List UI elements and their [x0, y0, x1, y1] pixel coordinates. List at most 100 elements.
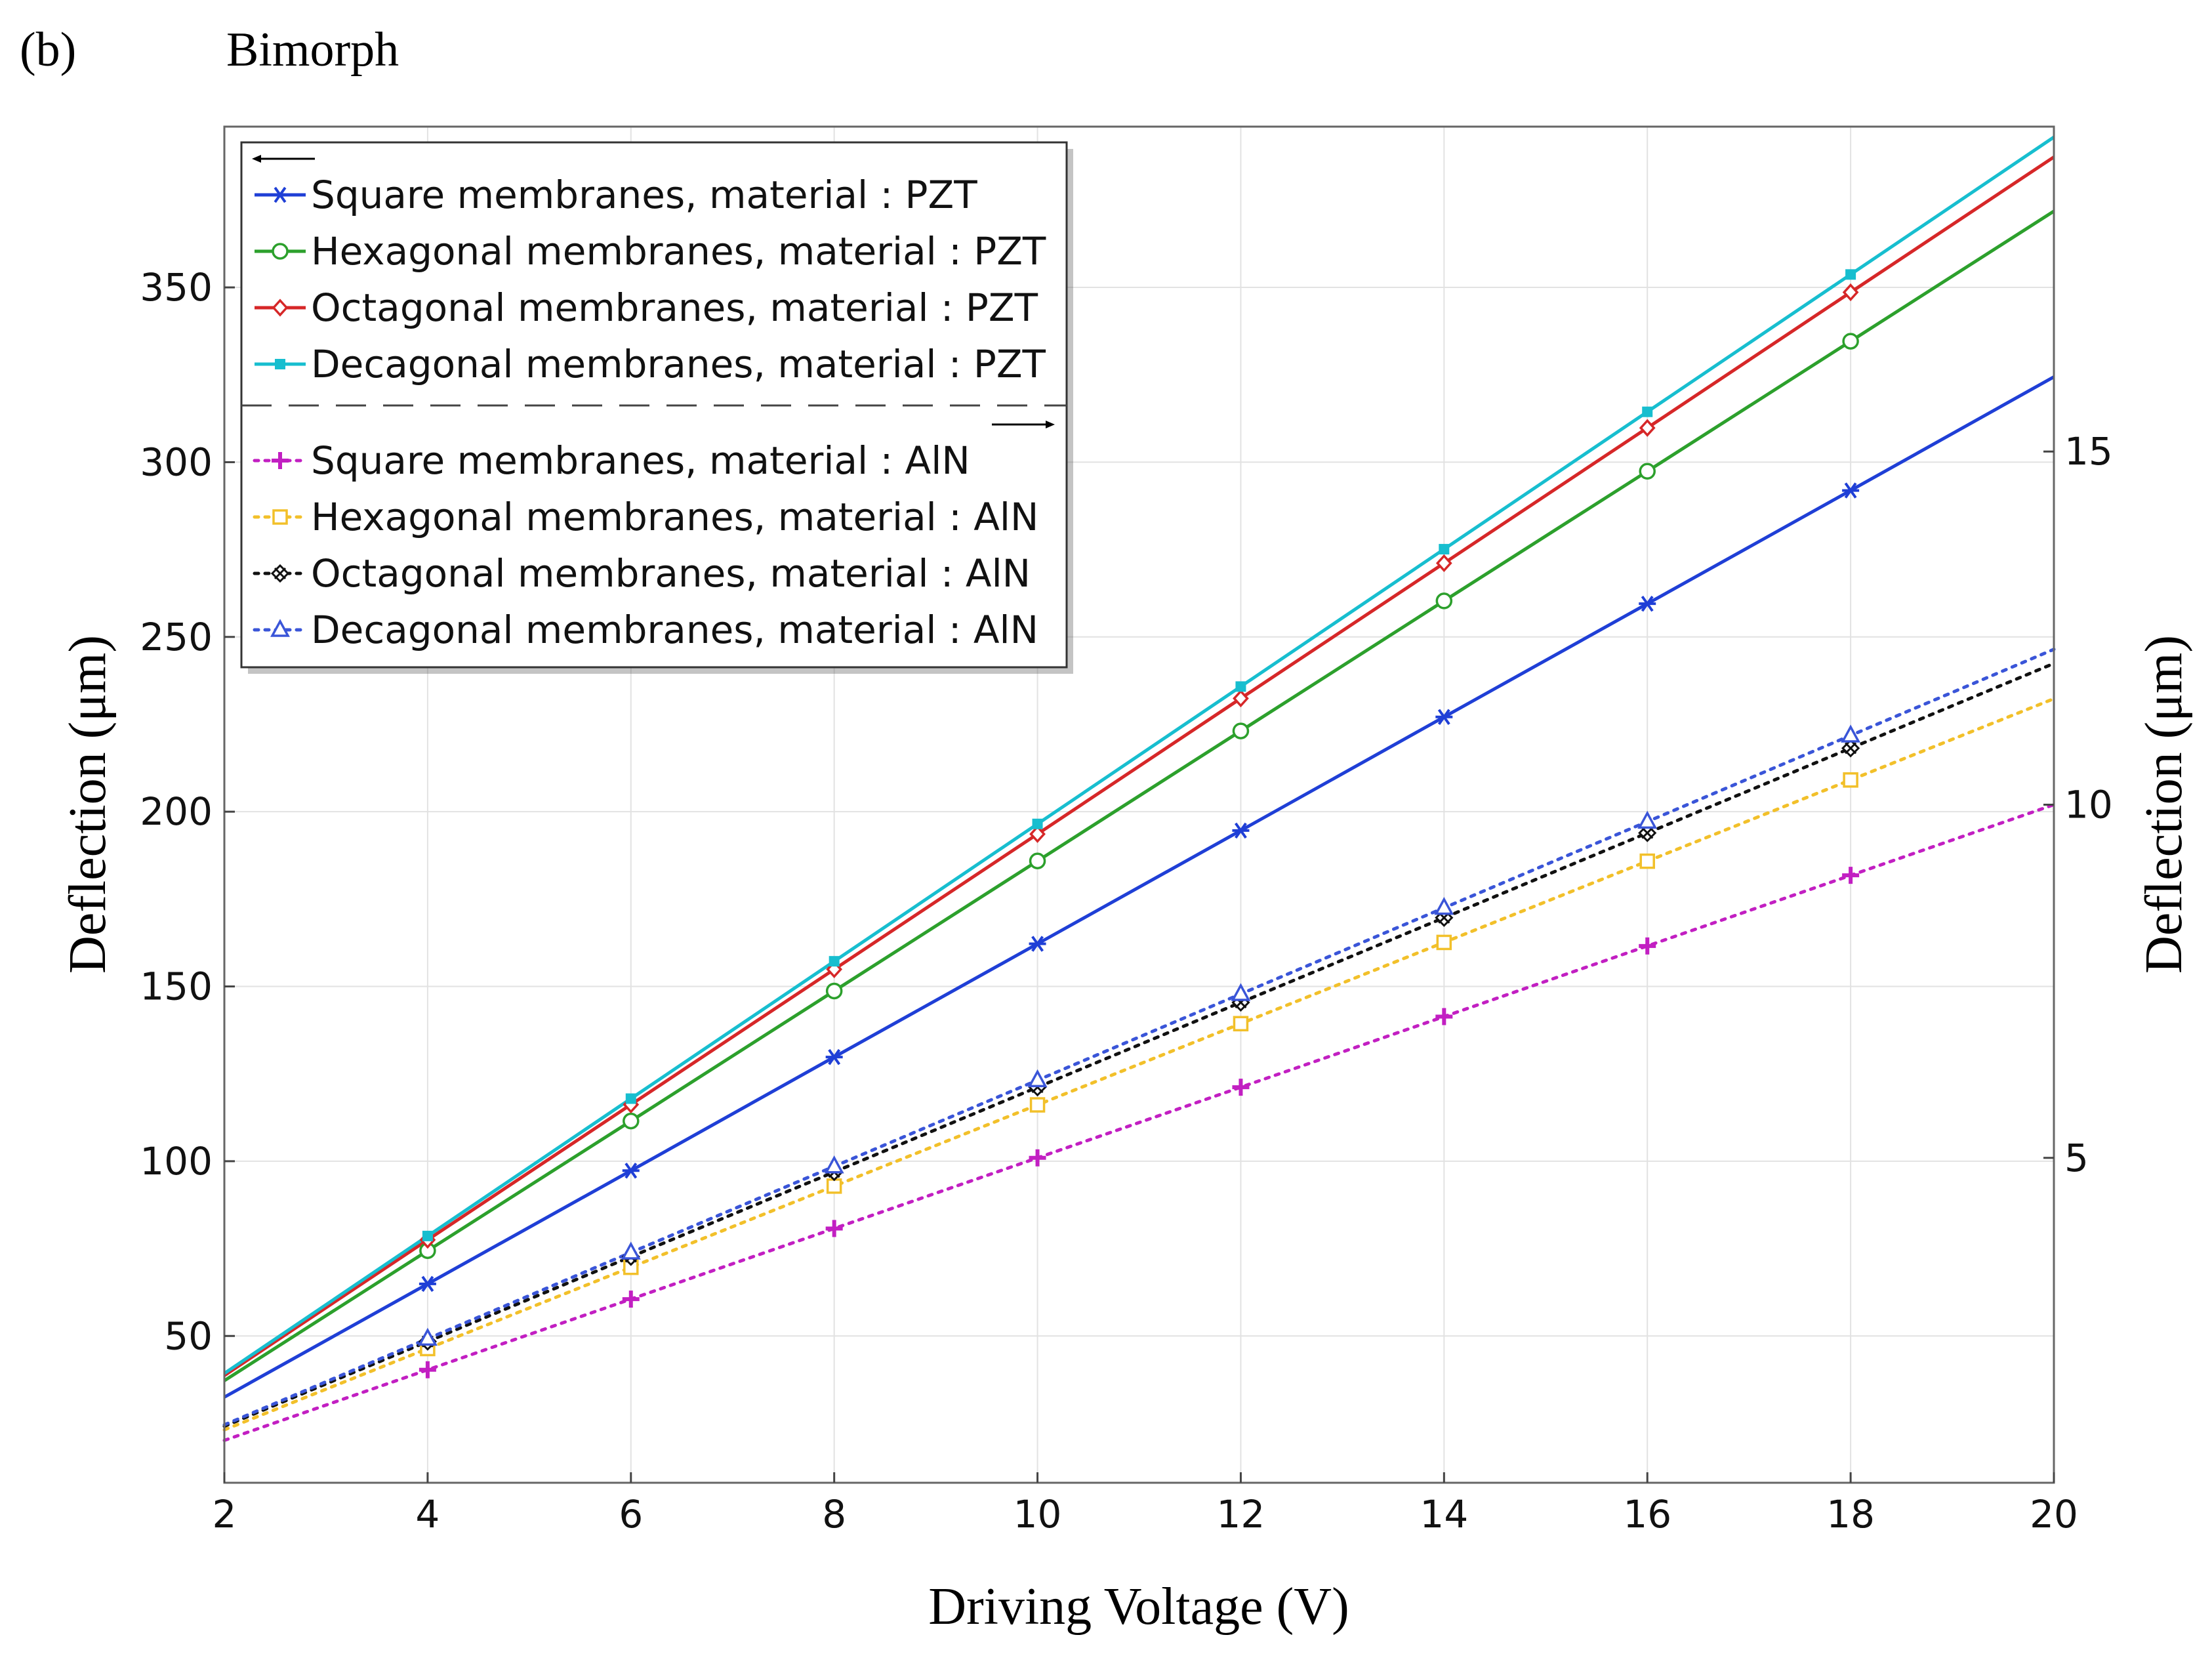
x-tick-label: 8 — [822, 1492, 846, 1537]
data-point — [824, 1155, 844, 1174]
data-point — [1639, 463, 1656, 480]
left-axis-label: Deflection (μm) — [59, 635, 117, 974]
legend-label: Decagonal membranes, material : PZT — [311, 342, 1046, 386]
legend-label: Octagonal membranes, material : PZT — [311, 285, 1038, 330]
legend-marker — [272, 509, 288, 525]
data-point — [419, 1275, 436, 1292]
data-point — [1439, 544, 1450, 555]
x-tick-label: 4 — [415, 1492, 440, 1537]
x-tick-label: 6 — [619, 1492, 643, 1537]
data-point — [1029, 1149, 1046, 1167]
series-lines — [222, 135, 2056, 1442]
legend-item: Square membranes, material : AlN — [253, 438, 970, 483]
data-point — [1842, 283, 1859, 302]
data-point — [1841, 724, 1861, 743]
data-point — [419, 1361, 436, 1378]
data-point — [1232, 822, 1250, 839]
series-line-5 — [222, 803, 2056, 1442]
data-point — [1843, 772, 1858, 788]
legend-item: Octagonal membranes, material : AlN — [253, 551, 1031, 596]
data-point — [1841, 739, 1860, 758]
chart-title: Bimorph — [226, 23, 399, 77]
data-point — [825, 1048, 843, 1065]
data-point — [825, 1220, 843, 1237]
data-point — [1435, 592, 1453, 610]
legend-item: Hexagonal membranes, material : PZT — [255, 229, 1046, 274]
left-tick-label: 300 — [140, 440, 213, 484]
data-point — [422, 1230, 433, 1241]
data-point — [1639, 595, 1656, 612]
data-point — [825, 982, 843, 1000]
series-line-4 — [223, 135, 2055, 1375]
x-tick-label: 12 — [1217, 1492, 1265, 1537]
data-point — [623, 1112, 640, 1130]
x-tick-label: 18 — [1826, 1492, 1875, 1537]
data-point — [417, 1327, 438, 1346]
legend-marker — [270, 564, 290, 583]
legend-item: Decagonal membranes, material : AlN — [253, 608, 1038, 652]
data-point — [1435, 1008, 1453, 1025]
data-point — [622, 1291, 640, 1308]
data-point — [1435, 709, 1453, 725]
data-point — [1642, 406, 1653, 417]
data-point — [1233, 1016, 1249, 1031]
legend-right-axis-arrow — [992, 421, 1055, 428]
data-point — [1232, 722, 1250, 739]
legend-left-axis-arrow — [252, 155, 315, 163]
series-markers — [417, 269, 1861, 1378]
legend-label: Square membranes, material : PZT — [311, 173, 977, 217]
data-point — [1232, 1079, 1250, 1096]
legend-marker — [272, 299, 289, 317]
data-point — [1029, 825, 1046, 843]
series-line-3 — [223, 155, 2055, 1377]
data-point — [625, 1093, 636, 1104]
data-point — [1435, 554, 1452, 572]
left-tick-label: 50 — [164, 1313, 213, 1358]
right-tick-label: 5 — [2064, 1136, 2089, 1180]
data-point — [1639, 853, 1655, 869]
legend-marker — [272, 452, 289, 469]
data-point — [1029, 852, 1046, 870]
data-point — [1029, 1097, 1046, 1113]
data-point — [1639, 419, 1656, 437]
right-axis-ticks: 5 10 15 — [2043, 429, 2113, 1180]
left-tick-label: 350 — [140, 265, 213, 310]
data-point — [1233, 689, 1249, 708]
data-point — [1637, 810, 1658, 829]
x-axis-ticks: 2 4 6 8 10 12 14 16 18 20 — [213, 1472, 2078, 1537]
data-point — [826, 1178, 842, 1194]
left-tick-label: 100 — [140, 1139, 213, 1184]
legend-marker — [275, 359, 285, 369]
data-point — [1845, 269, 1856, 280]
x-tick-label: 10 — [1014, 1492, 1062, 1537]
data-point — [1029, 936, 1046, 952]
right-axis-label: Deflection (μm) — [2135, 635, 2193, 974]
data-point — [1032, 818, 1043, 829]
data-point — [1842, 333, 1859, 350]
data-point — [1842, 482, 1860, 499]
right-tick-label: 15 — [2064, 429, 2113, 474]
left-tick-label: 150 — [140, 964, 213, 1009]
legend-marker — [272, 243, 289, 260]
data-point — [1231, 983, 1251, 1001]
series-line-2 — [223, 209, 2055, 1382]
legend-item: Hexagonal membranes, material : AlN — [253, 495, 1038, 539]
legend-label: Octagonal membranes, material : AlN — [311, 551, 1031, 596]
left-axis-ticks: 50 100 150 200 250 300 350 — [140, 265, 235, 1358]
right-tick-label: 10 — [2064, 783, 2113, 827]
legend-item: Octagonal membranes, material : PZT — [255, 285, 1038, 330]
legend: Square membranes, material : PZT Hexagona… — [240, 141, 1073, 674]
legend-label: Hexagonal membranes, material : PZT — [311, 229, 1046, 274]
x-tick-label: 20 — [2030, 1492, 2078, 1537]
data-point — [1436, 934, 1452, 951]
legend-marker — [270, 619, 290, 637]
panel-label: (b) — [20, 23, 76, 77]
data-point — [621, 1241, 641, 1260]
data-point — [622, 1163, 640, 1179]
data-point — [1638, 823, 1657, 842]
data-point — [1434, 897, 1454, 915]
series-line-7 — [222, 661, 2056, 1428]
x-tick-label: 16 — [1623, 1492, 1671, 1537]
legend-item: Square membranes, material : PZT — [255, 173, 977, 217]
